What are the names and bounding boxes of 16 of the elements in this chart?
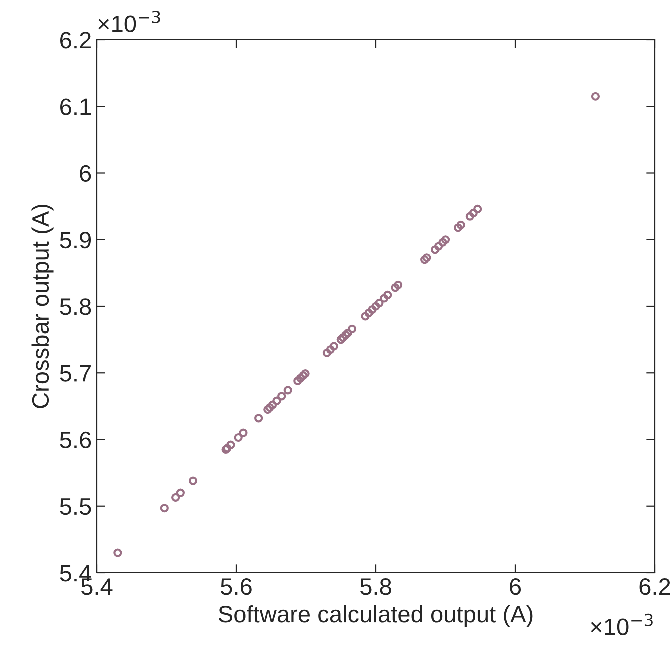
x-axis-title: Software calculated output (A) [218, 605, 533, 628]
x-tick-label: 6.2 [640, 578, 670, 596]
y-tick-label: 5.7 [60, 365, 91, 382]
y-tick-label: 5.8 [60, 298, 92, 316]
y-tick-label: 5.6 [60, 432, 92, 449]
y-tick-label: 6 [80, 165, 92, 182]
y-tick-label: 5.5 [60, 498, 92, 516]
x-tick-label: 5.6 [221, 578, 252, 596]
x-tick-label: 6 [510, 578, 522, 596]
y-tick-label: 6.1 [60, 98, 91, 116]
y-tick-label: 6.2 [60, 32, 91, 49]
y-tick-label: 5.9 [60, 232, 92, 249]
x-tick-label: 5.8 [360, 578, 392, 596]
text: ×10$^{−3}$ [98, 10, 160, 32]
text: ×10$^{−3}$ [591, 614, 653, 636]
y-axis-title: Crossbar output (A) [32, 204, 54, 408]
